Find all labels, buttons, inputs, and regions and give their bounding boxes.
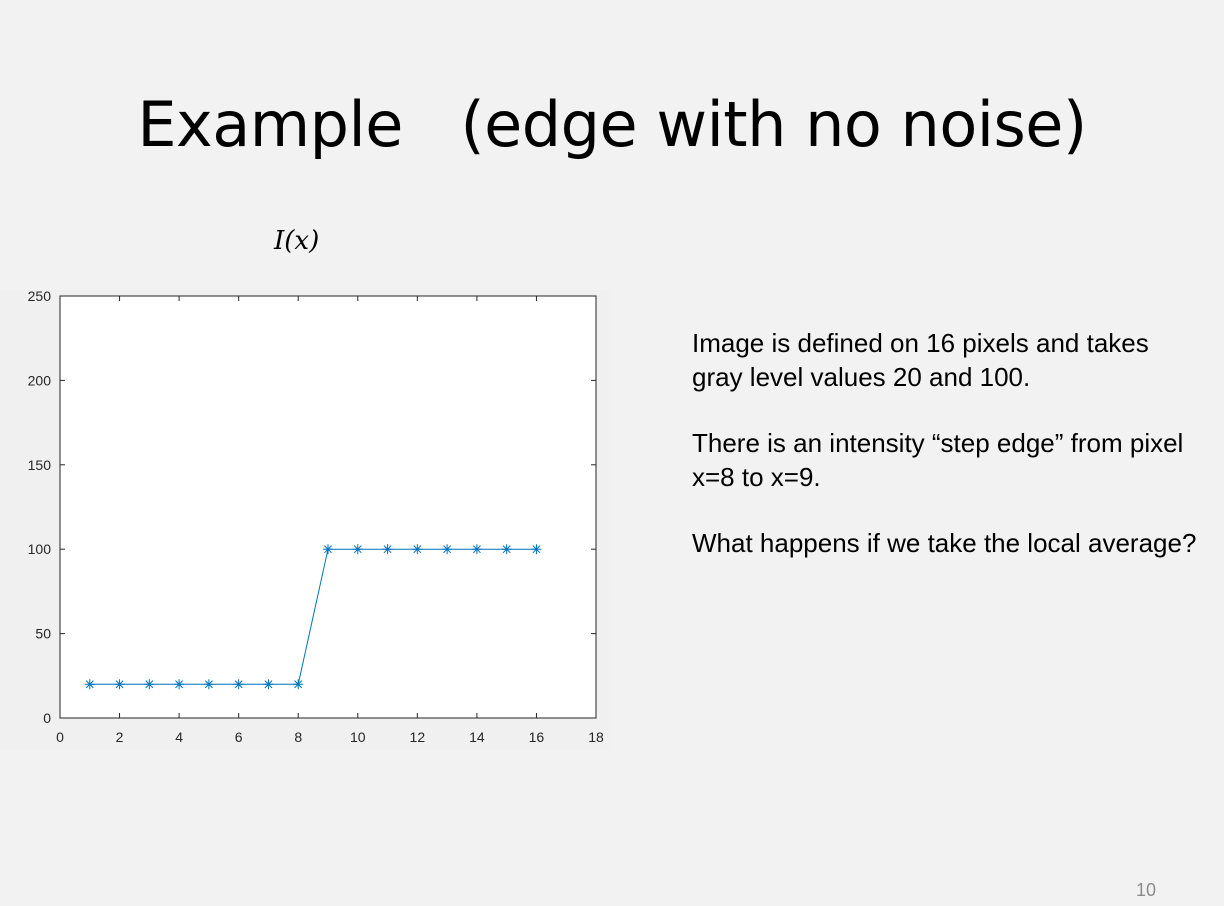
y-tick-label: 50 — [35, 626, 51, 642]
plot-area — [60, 296, 596, 718]
x-tick-label: 12 — [410, 729, 426, 745]
tick-marks — [59, 295, 597, 719]
data-point — [263, 679, 274, 690]
data-point — [352, 544, 363, 555]
x-tick-label: 18 — [588, 729, 604, 745]
chart-panel: 0 2 4 6 8 10 12 14 16 18 0 50 100 150 200 250 — [0, 290, 610, 750]
data-point — [293, 679, 304, 690]
y-tick-label: 0 — [43, 710, 51, 726]
x-tick-label: 10 — [350, 729, 366, 745]
data-point — [412, 544, 423, 555]
step-edge-chart: 0 2 4 6 8 10 12 14 16 18 0 50 100 150 200 250 — [28, 290, 604, 745]
data-point — [84, 679, 95, 690]
chart-title: I(x) — [274, 226, 320, 256]
data-point — [233, 679, 244, 690]
body-paragraph-3: What happens if we take the local averag… — [692, 528, 1197, 558]
x-tick-label: 16 — [529, 729, 545, 745]
plot-frame — [59, 295, 597, 719]
x-tick-label: 0 — [56, 729, 64, 745]
series-line — [89, 548, 537, 685]
data-point — [144, 679, 155, 690]
tick-labels: 0 2 4 6 8 10 12 14 16 18 0 50 100 150 200 250 — [28, 290, 604, 745]
x-tick-label: 2 — [116, 729, 124, 745]
x-tick-label: 4 — [175, 729, 183, 745]
body-paragraph-2: There is an intensity “step edge” from p… — [692, 428, 1184, 492]
y-tick-label: 250 — [28, 290, 52, 304]
y-tick-label: 200 — [28, 372, 52, 388]
x-tick-label: 8 — [294, 729, 302, 745]
x-tick-label: 6 — [235, 729, 243, 745]
data-point — [382, 544, 393, 555]
data-point — [442, 544, 453, 555]
data-point — [501, 544, 512, 555]
data-point — [531, 544, 542, 555]
y-tick-label: 150 — [28, 457, 52, 473]
data-point — [114, 679, 125, 690]
x-tick-label: 14 — [469, 729, 485, 745]
slide-title: Example (edge with no noise) — [137, 88, 1087, 161]
page-number: 10 — [1136, 880, 1157, 900]
data-point — [323, 544, 333, 555]
body-text: Image is defined on 16 pixels and takes … — [692, 326, 1202, 592]
data-point — [471, 544, 482, 555]
body-paragraph-1: Image is defined on 16 pixels and takes … — [692, 328, 1149, 392]
data-point — [203, 679, 214, 690]
series-markers — [84, 544, 542, 690]
y-tick-label: 100 — [28, 541, 52, 557]
data-point — [174, 679, 185, 690]
